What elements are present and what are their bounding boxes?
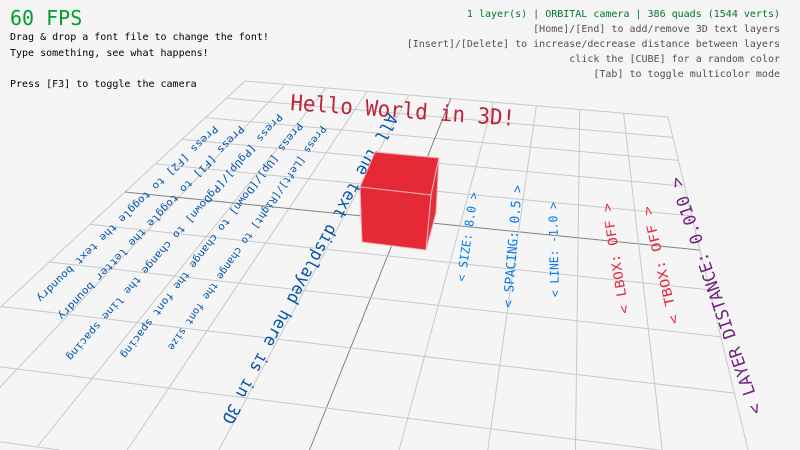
grid-line — [244, 80, 669, 118]
help-drag-drop: Drag & drop a font file to change the fo… — [10, 32, 269, 43]
grid-line — [89, 223, 710, 291]
instruction-letter-boundry: Press [F1] to toggle the letter boundry — [55, 123, 245, 321]
grid-line — [667, 116, 749, 450]
grid-line — [36, 87, 327, 448]
option-line: < LINE: -1.0 > — [546, 202, 562, 297]
grid-line — [126, 91, 368, 450]
grid-line — [0, 366, 659, 450]
cube[interactable] — [359, 151, 440, 251]
grid-line — [226, 97, 673, 138]
grid-line — [1, 305, 735, 394]
status-line: 1 layer(s) | ORBITAL camera | 386 quads … — [466, 9, 780, 20]
option-tbox: < TBOX: OFF > — [640, 204, 683, 325]
help-camera-toggle: Press [F3] to toggle the camera — [10, 79, 197, 90]
grid-line — [205, 117, 679, 161]
option-lbox: < LBOX: OFF > — [600, 202, 633, 315]
option-texts: < SIZE: 8.0 > < SPACING: 0.5 > < LINE: -… — [454, 174, 767, 417]
help-multicolor: [Tab] to toggle multicolor mode — [593, 69, 780, 80]
fps-counter: 60 FPS — [10, 6, 83, 30]
help-layers: [Home]/[End] to add/remove 3D text layer… — [533, 24, 780, 35]
cube-front-face[interactable] — [359, 186, 432, 251]
grid-line — [623, 113, 663, 450]
grid-line — [0, 84, 286, 388]
option-spacing: < SPACING: 0.5 > — [501, 184, 526, 308]
grid-line — [0, 80, 246, 308]
option-layer-distance: < LAYER DISTANCE: 0.010 > — [666, 174, 766, 417]
grid-line — [398, 102, 494, 450]
help-type: Type something, see what happens! — [10, 48, 209, 59]
grid-line — [574, 109, 581, 450]
option-size: < SIZE: 8.0 > — [454, 191, 481, 282]
help-layer-distance: [Insert]/[Delete] to increase/decrease d… — [406, 39, 780, 50]
grid-line — [0, 441, 60, 450]
grid-line — [49, 261, 721, 338]
help-cube-color: click the [CUBE] for a random color — [569, 54, 780, 65]
grid-line — [487, 105, 537, 450]
